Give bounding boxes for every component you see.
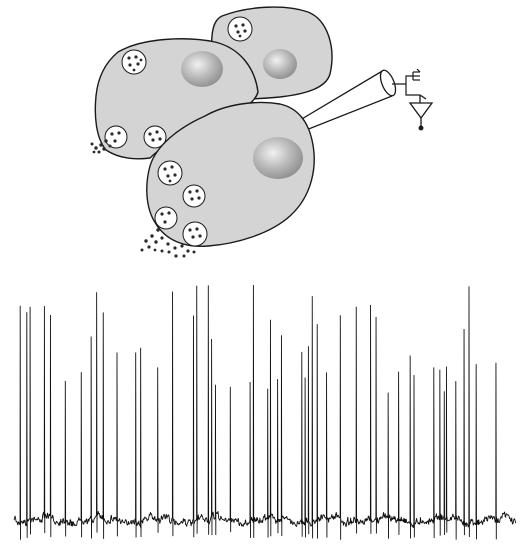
vesicle-fusing bbox=[104, 125, 128, 149]
vesicle bbox=[157, 160, 183, 186]
electrode-wire bbox=[392, 75, 420, 96]
vesicle bbox=[182, 184, 206, 208]
amplifier-symbol bbox=[408, 94, 434, 131]
vesicle bbox=[227, 16, 253, 42]
membrane-potential-trace bbox=[13, 285, 517, 540]
nucleus bbox=[181, 51, 223, 87]
cell-cluster-illustration bbox=[90, 6, 434, 258]
released-granules bbox=[90, 139, 112, 154]
vesicle-fusing bbox=[182, 221, 208, 247]
ground-symbol bbox=[412, 68, 421, 81]
cell-lower bbox=[140, 101, 315, 258]
nucleus bbox=[253, 137, 303, 179]
released-granules bbox=[140, 228, 196, 258]
vesicle bbox=[121, 49, 147, 75]
vesicle-fusing bbox=[154, 206, 178, 230]
vesicle bbox=[143, 125, 167, 149]
patch-pipette bbox=[289, 69, 397, 135]
spike-trace bbox=[13, 285, 517, 540]
nucleus bbox=[263, 49, 297, 79]
